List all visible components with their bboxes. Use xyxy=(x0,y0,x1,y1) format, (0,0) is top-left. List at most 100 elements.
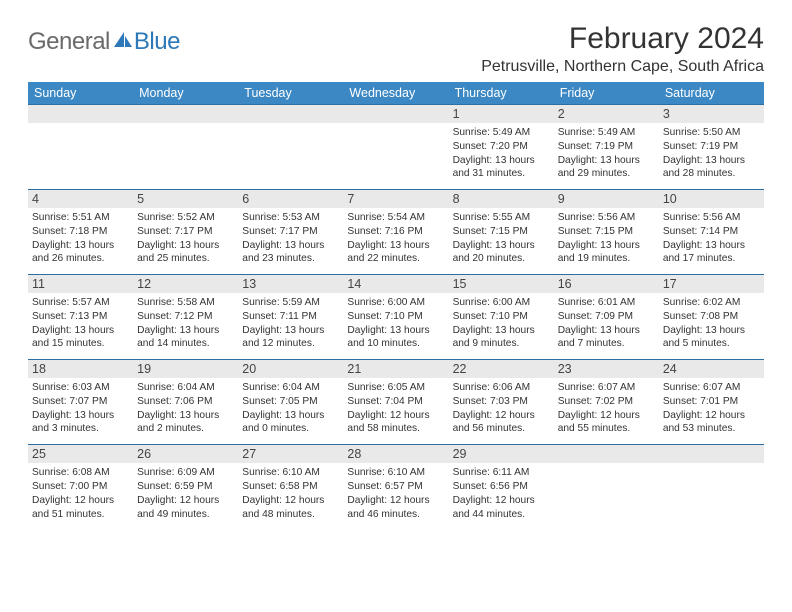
sunset-line: Sunset: 7:04 PM xyxy=(347,395,444,409)
day-number: 15 xyxy=(449,275,554,293)
day-data-cell xyxy=(238,123,343,190)
day-data-cell: Sunrise: 6:10 AMSunset: 6:57 PMDaylight:… xyxy=(343,463,448,529)
day-details: Sunrise: 6:05 AMSunset: 7:04 PMDaylight:… xyxy=(347,380,444,436)
day-details: Sunrise: 6:07 AMSunset: 7:02 PMDaylight:… xyxy=(558,380,655,436)
sunrise-line: Sunrise: 6:04 AM xyxy=(242,381,339,395)
day-number: 22 xyxy=(449,360,554,378)
header-row: General Blue February 2024 Petrusville, … xyxy=(28,22,764,76)
day-number: 7 xyxy=(343,190,448,208)
day-number-cell: 19 xyxy=(133,360,238,379)
day-number-cell: 18 xyxy=(28,360,133,379)
month-title: February 2024 xyxy=(481,22,764,56)
sunrise-line: Sunrise: 5:57 AM xyxy=(32,296,129,310)
day-number-cell: 13 xyxy=(238,275,343,294)
day-number: 27 xyxy=(238,445,343,463)
day-number-cell xyxy=(554,445,659,464)
day-number-row: 123 xyxy=(28,105,764,124)
day-data-cell xyxy=(659,463,764,529)
sunrise-line: Sunrise: 5:56 AM xyxy=(663,211,760,225)
daylight-line: Daylight: 13 hours and 26 minutes. xyxy=(32,239,129,267)
weekday-header: Tuesday xyxy=(238,82,343,105)
daylight-line: Daylight: 13 hours and 14 minutes. xyxy=(137,324,234,352)
sunset-line: Sunset: 6:56 PM xyxy=(453,480,550,494)
daylight-line: Daylight: 13 hours and 17 minutes. xyxy=(663,239,760,267)
day-number: 16 xyxy=(554,275,659,293)
sunset-line: Sunset: 7:07 PM xyxy=(32,395,129,409)
day-details: Sunrise: 5:55 AMSunset: 7:15 PMDaylight:… xyxy=(453,210,550,266)
day-data-cell: Sunrise: 5:59 AMSunset: 7:11 PMDaylight:… xyxy=(238,293,343,360)
day-data-cell: Sunrise: 6:08 AMSunset: 7:00 PMDaylight:… xyxy=(28,463,133,529)
sunrise-line: Sunrise: 6:01 AM xyxy=(558,296,655,310)
sunset-line: Sunset: 7:00 PM xyxy=(32,480,129,494)
day-number: 5 xyxy=(133,190,238,208)
day-details: Sunrise: 5:56 AMSunset: 7:15 PMDaylight:… xyxy=(558,210,655,266)
sunrise-line: Sunrise: 6:06 AM xyxy=(453,381,550,395)
day-number-cell: 15 xyxy=(449,275,554,294)
day-number-cell xyxy=(28,105,133,124)
day-number-cell xyxy=(238,105,343,124)
day-number: 29 xyxy=(449,445,554,463)
day-details: Sunrise: 5:51 AMSunset: 7:18 PMDaylight:… xyxy=(32,210,129,266)
sunrise-line: Sunrise: 5:51 AM xyxy=(32,211,129,225)
day-data-cell: Sunrise: 5:52 AMSunset: 7:17 PMDaylight:… xyxy=(133,208,238,275)
day-number: 3 xyxy=(659,105,764,123)
daylight-line: Daylight: 13 hours and 12 minutes. xyxy=(242,324,339,352)
sunset-line: Sunset: 7:14 PM xyxy=(663,225,760,239)
day-number-cell: 28 xyxy=(343,445,448,464)
daylight-line: Daylight: 13 hours and 9 minutes. xyxy=(453,324,550,352)
logo: General Blue xyxy=(28,28,180,56)
sunset-line: Sunset: 7:09 PM xyxy=(558,310,655,324)
day-number-cell xyxy=(343,105,448,124)
day-number-cell: 3 xyxy=(659,105,764,124)
day-number-row: 11121314151617 xyxy=(28,275,764,294)
sunset-line: Sunset: 7:17 PM xyxy=(137,225,234,239)
daylight-line: Daylight: 12 hours and 56 minutes. xyxy=(453,409,550,437)
day-data-cell xyxy=(133,123,238,190)
day-number: 26 xyxy=(133,445,238,463)
day-data-cell: Sunrise: 6:01 AMSunset: 7:09 PMDaylight:… xyxy=(554,293,659,360)
day-data-cell: Sunrise: 6:07 AMSunset: 7:02 PMDaylight:… xyxy=(554,378,659,445)
day-details: Sunrise: 5:56 AMSunset: 7:14 PMDaylight:… xyxy=(663,210,760,266)
day-number-cell: 21 xyxy=(343,360,448,379)
day-number-cell: 2 xyxy=(554,105,659,124)
day-number: 19 xyxy=(133,360,238,378)
day-number-cell: 22 xyxy=(449,360,554,379)
sunrise-line: Sunrise: 6:02 AM xyxy=(663,296,760,310)
sunrise-line: Sunrise: 6:10 AM xyxy=(347,466,444,480)
daylight-line: Daylight: 12 hours and 53 minutes. xyxy=(663,409,760,437)
daylight-line: Daylight: 13 hours and 2 minutes. xyxy=(137,409,234,437)
day-data-cell: Sunrise: 5:51 AMSunset: 7:18 PMDaylight:… xyxy=(28,208,133,275)
sunrise-line: Sunrise: 6:08 AM xyxy=(32,466,129,480)
logo-sail-icon xyxy=(112,30,134,55)
day-number: 11 xyxy=(28,275,133,293)
day-number-cell: 6 xyxy=(238,190,343,209)
day-data-cell: Sunrise: 5:57 AMSunset: 7:13 PMDaylight:… xyxy=(28,293,133,360)
day-data-cell: Sunrise: 5:50 AMSunset: 7:19 PMDaylight:… xyxy=(659,123,764,190)
daylight-line: Daylight: 12 hours and 55 minutes. xyxy=(558,409,655,437)
day-number: 13 xyxy=(238,275,343,293)
weekday-header: Thursday xyxy=(449,82,554,105)
daylight-line: Daylight: 12 hours and 48 minutes. xyxy=(242,494,339,522)
calendar-table: Sunday Monday Tuesday Wednesday Thursday… xyxy=(28,82,764,529)
daylight-line: Daylight: 13 hours and 10 minutes. xyxy=(347,324,444,352)
sunrise-line: Sunrise: 6:11 AM xyxy=(453,466,550,480)
day-data-cell: Sunrise: 6:02 AMSunset: 7:08 PMDaylight:… xyxy=(659,293,764,360)
sunrise-line: Sunrise: 6:10 AM xyxy=(242,466,339,480)
sunset-line: Sunset: 7:15 PM xyxy=(453,225,550,239)
sunrise-line: Sunrise: 6:03 AM xyxy=(32,381,129,395)
logo-text-blue: Blue xyxy=(134,28,180,56)
daylight-line: Daylight: 13 hours and 0 minutes. xyxy=(242,409,339,437)
sunset-line: Sunset: 7:10 PM xyxy=(347,310,444,324)
sunset-line: Sunset: 7:12 PM xyxy=(137,310,234,324)
day-details: Sunrise: 5:49 AMSunset: 7:19 PMDaylight:… xyxy=(558,125,655,181)
sunrise-line: Sunrise: 6:00 AM xyxy=(347,296,444,310)
day-data-cell xyxy=(28,123,133,190)
sunrise-line: Sunrise: 6:05 AM xyxy=(347,381,444,395)
day-data-cell: Sunrise: 6:11 AMSunset: 6:56 PMDaylight:… xyxy=(449,463,554,529)
daylight-line: Daylight: 13 hours and 22 minutes. xyxy=(347,239,444,267)
sunrise-line: Sunrise: 6:07 AM xyxy=(663,381,760,395)
sunset-line: Sunset: 7:05 PM xyxy=(242,395,339,409)
day-number-cell: 23 xyxy=(554,360,659,379)
day-number: 4 xyxy=(28,190,133,208)
day-data-cell: Sunrise: 5:58 AMSunset: 7:12 PMDaylight:… xyxy=(133,293,238,360)
